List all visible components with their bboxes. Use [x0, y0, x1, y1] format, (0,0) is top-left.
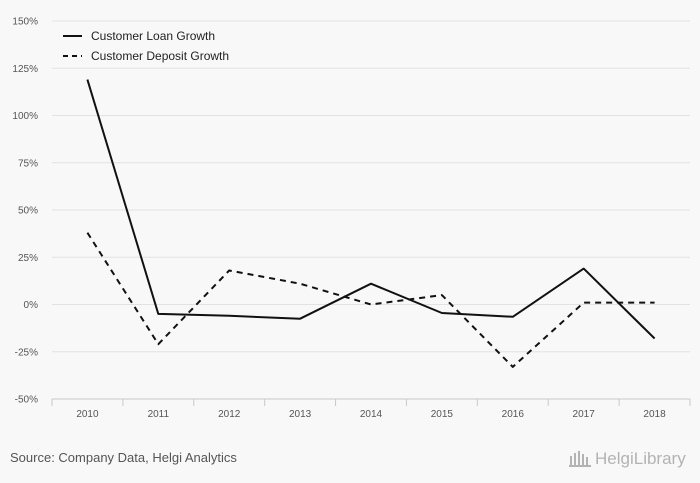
logo-text: HelgiLibrary: [595, 449, 686, 468]
y-axis: -50% -25% 0% 25% 50% 75% 100% 125% 150%: [12, 17, 38, 406]
series-line-customer-deposit-growth: [86, 232, 655, 368]
helgi-library-logo: HelgiLibrary: [568, 447, 686, 471]
x-tick-label: 2017: [573, 409, 596, 420]
x-axis: 2010 2011 2012 2013 2014 2015 2016 2017 2018: [51, 398, 691, 420]
line-chart: -50% -25% 0% 25% 50% 75% 100% 125% 150% 2010 2011…: [12, 17, 691, 420]
source-note: Source: Company Data, Helgi Analytics: [10, 450, 237, 465]
y-tick-label: 125%: [12, 64, 38, 75]
library-building-icon: [569, 451, 591, 467]
x-tick-label: 2013: [289, 409, 312, 420]
x-tick-label: 2012: [218, 409, 241, 420]
y-tick-label: -50%: [15, 395, 38, 406]
legend-label: Customer Loan Growth: [91, 29, 215, 43]
x-tick-label: 2016: [502, 409, 525, 420]
x-tick-label: 2010: [76, 409, 99, 420]
y-tick-label: 100%: [12, 111, 38, 122]
y-tick-label: 150%: [12, 17, 38, 28]
x-tick-label: 2011: [148, 409, 170, 420]
grid: [52, 20, 690, 353]
y-tick-label: 0%: [24, 300, 39, 311]
series-lines: [86, 79, 656, 368]
y-tick-label: 75%: [18, 158, 38, 169]
x-tick-label: 2018: [643, 409, 666, 420]
y-tick-label: 50%: [18, 206, 38, 217]
legend-label: Customer Deposit Growth: [91, 49, 229, 63]
y-tick-label: 25%: [18, 253, 38, 264]
x-tick-label: 2014: [360, 409, 383, 420]
x-tick-label: 2015: [431, 409, 454, 420]
legend: Customer Loan Growth Customer Deposit Gro…: [63, 29, 229, 63]
y-tick-label: -25%: [15, 347, 38, 358]
series-line-customer-loan-growth: [86, 79, 656, 340]
